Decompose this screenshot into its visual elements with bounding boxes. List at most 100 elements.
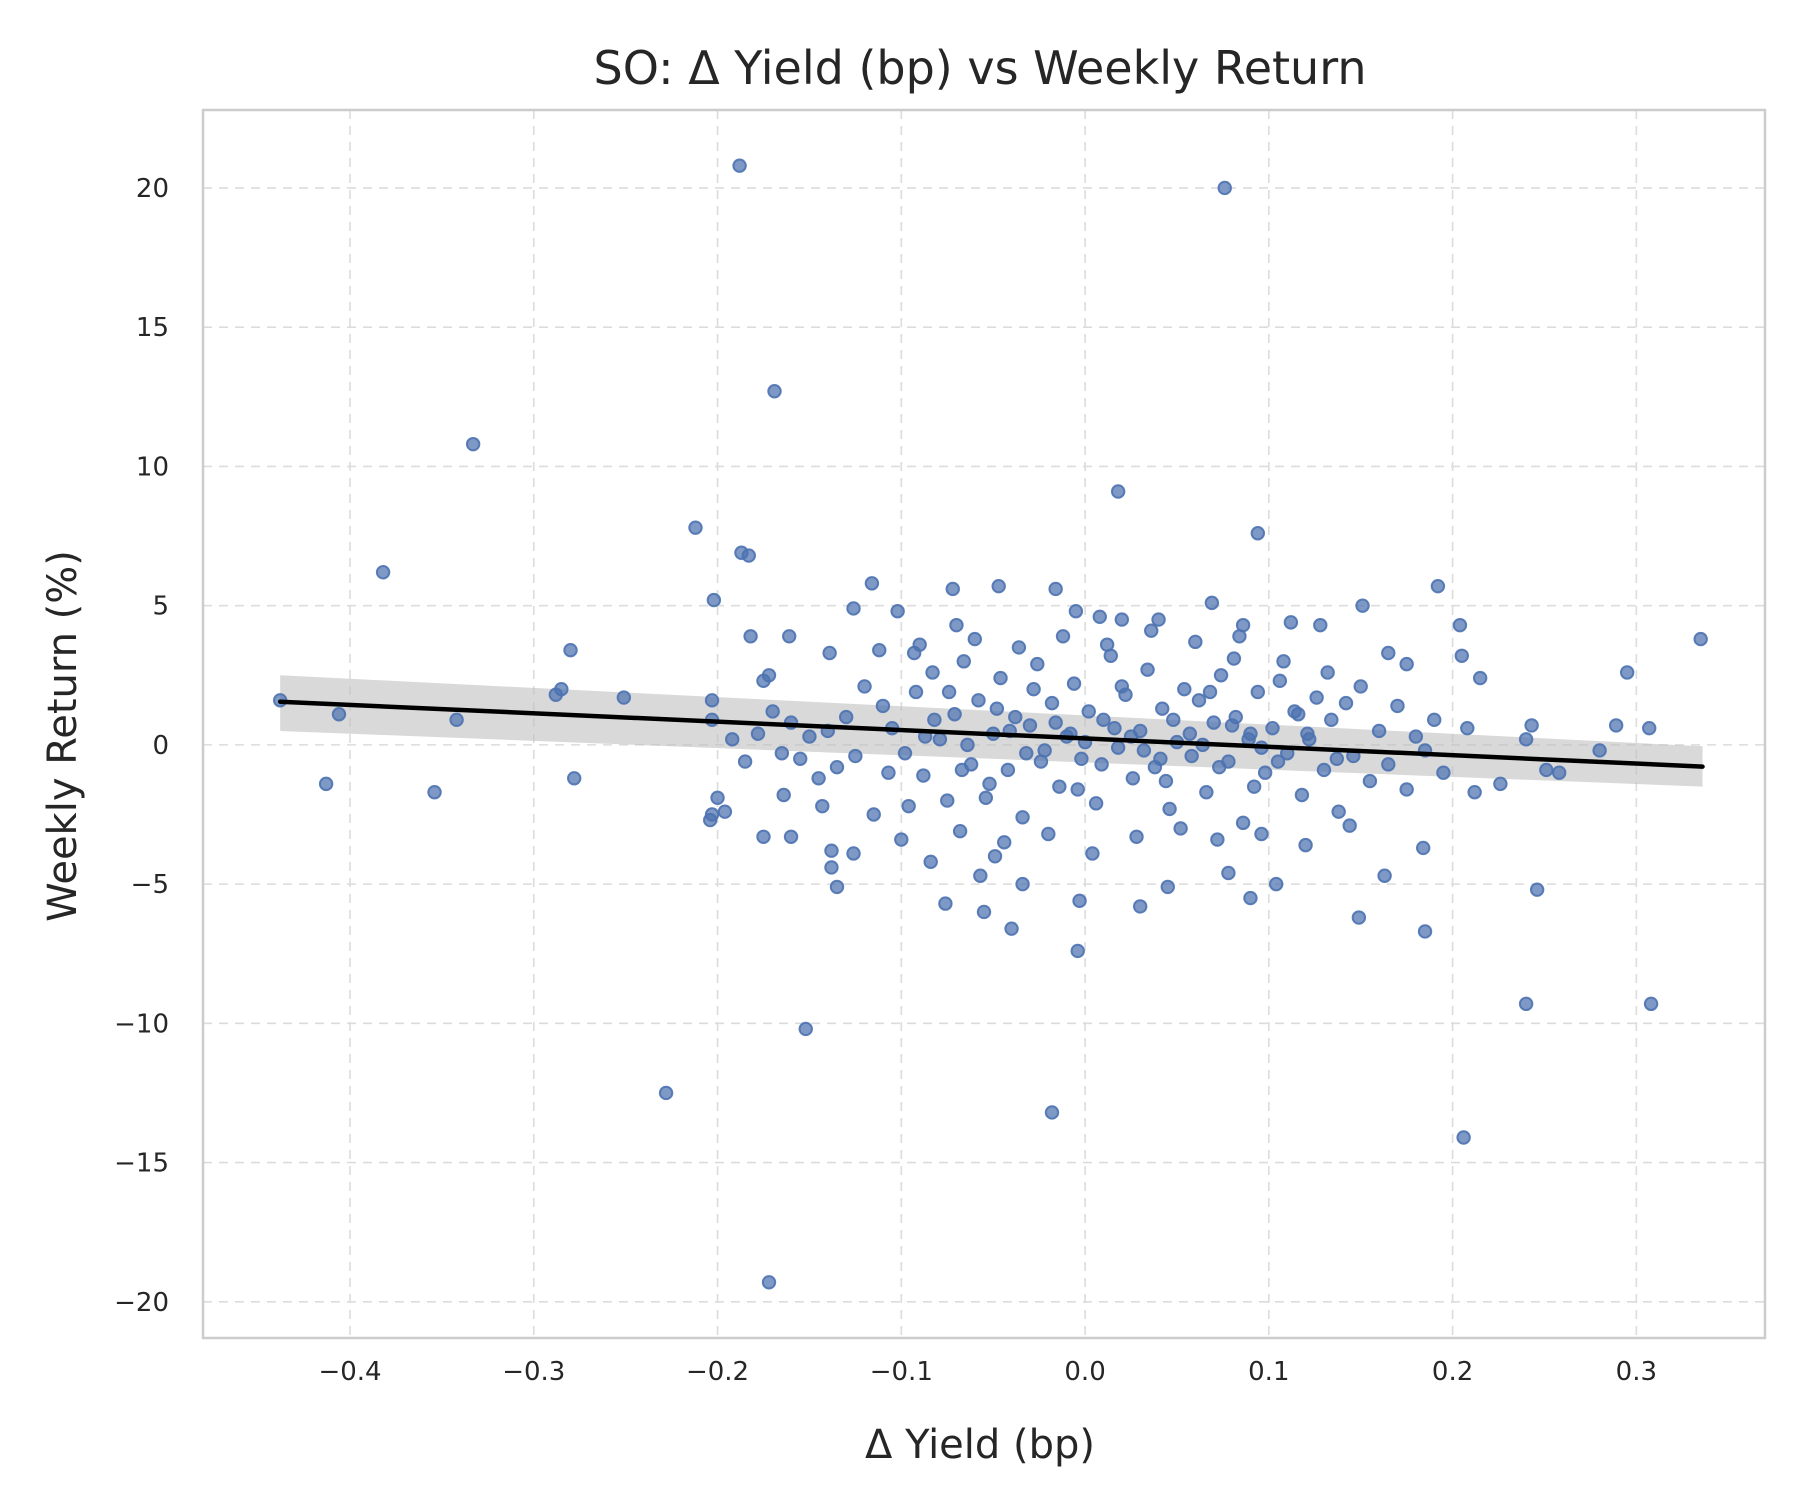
data-point <box>1182 726 1198 741</box>
data-point <box>1066 676 1082 691</box>
data-point <box>658 1085 674 1101</box>
data-point <box>1015 876 1030 892</box>
data-point <box>567 771 582 786</box>
data-point <box>782 629 797 644</box>
data-point <box>743 629 758 644</box>
data-point <box>1136 743 1152 758</box>
data-point <box>1070 782 1085 797</box>
data-points <box>272 158 1708 1290</box>
data-point <box>1096 712 1111 728</box>
data-point <box>1250 684 1266 700</box>
data-point <box>1342 818 1357 833</box>
data-point <box>864 576 880 591</box>
data-point <box>1026 681 1041 697</box>
data-point <box>756 673 771 689</box>
data-point <box>1022 718 1038 733</box>
data-point <box>1030 656 1045 672</box>
data-point <box>976 904 992 920</box>
data-point <box>1456 1130 1471 1145</box>
data-point <box>1324 712 1339 728</box>
x-tick-label: 0.3 <box>1616 1357 1657 1387</box>
data-point <box>987 849 1003 864</box>
data-point <box>710 790 725 805</box>
data-point <box>1085 846 1100 861</box>
data-point <box>1162 801 1177 817</box>
data-point <box>967 631 983 647</box>
x-tick-label: 0.2 <box>1432 1357 1473 1387</box>
y-axis-title: Weekly Return (%) <box>40 550 86 922</box>
data-point <box>1309 690 1324 705</box>
data-point <box>1467 785 1482 800</box>
data-point <box>1693 631 1708 647</box>
data-point <box>449 712 464 728</box>
data-point <box>1070 943 1085 959</box>
data-point <box>881 765 896 780</box>
data-point <box>1044 695 1060 711</box>
data-point <box>331 707 347 722</box>
data-point <box>741 548 756 563</box>
data-point <box>1015 810 1030 825</box>
data-point <box>1129 829 1144 844</box>
y-tick-label: −20 <box>114 1288 169 1318</box>
data-point <box>1144 623 1159 638</box>
data-point <box>1173 821 1188 836</box>
y-tick-label: 20 <box>136 174 169 204</box>
data-point <box>1270 754 1286 769</box>
data-point <box>1114 679 1130 694</box>
data-point <box>982 776 997 792</box>
data-point <box>1158 773 1174 789</box>
data-point <box>756 829 771 844</box>
data-point <box>846 601 861 616</box>
data-point <box>971 693 986 708</box>
data-point <box>945 581 960 597</box>
data-point <box>1004 921 1019 936</box>
data-point <box>940 793 955 808</box>
data-point <box>1351 910 1367 925</box>
data-point <box>1235 815 1251 831</box>
data-point <box>1155 701 1170 716</box>
data-point <box>1044 1105 1060 1120</box>
data-point <box>956 654 971 669</box>
data-point <box>1430 578 1446 594</box>
data-point <box>1294 787 1310 803</box>
data-point <box>1408 729 1424 744</box>
data-point <box>949 617 964 633</box>
data-point <box>1415 840 1431 856</box>
data-point <box>1362 773 1378 789</box>
data-point <box>1088 796 1104 811</box>
data-point <box>1204 595 1220 611</box>
data-point <box>952 824 968 839</box>
data-point <box>1592 743 1607 758</box>
plot-frame <box>201 108 1767 1340</box>
data-point <box>938 896 953 911</box>
data-point <box>973 868 988 883</box>
data-point <box>1213 668 1229 683</box>
data-point <box>427 785 442 800</box>
data-point <box>761 1275 777 1290</box>
data-point <box>1355 598 1370 613</box>
chart-title: SO: Δ Yield (bp) vs Weekly Return <box>594 41 1367 95</box>
data-point <box>1008 709 1023 725</box>
data-point <box>704 693 720 708</box>
data-point <box>1529 882 1545 897</box>
data-point <box>1472 670 1488 686</box>
data-point <box>824 860 839 875</box>
data-point <box>997 835 1012 850</box>
data-point <box>1140 662 1155 677</box>
data-point <box>1551 765 1567 780</box>
data-point <box>908 684 924 700</box>
data-point <box>1272 673 1288 689</box>
data-point <box>1276 654 1291 669</box>
y-tick-label: −5 <box>131 870 169 900</box>
data-point <box>1381 757 1396 772</box>
data-point <box>1243 890 1258 906</box>
data-point <box>1254 826 1269 842</box>
data-point <box>1081 704 1096 719</box>
data-point <box>1226 651 1242 666</box>
data-point <box>1642 720 1657 736</box>
data-point <box>750 726 766 741</box>
data-point <box>1160 879 1175 895</box>
data-point <box>960 737 975 753</box>
data-point <box>1283 615 1299 630</box>
